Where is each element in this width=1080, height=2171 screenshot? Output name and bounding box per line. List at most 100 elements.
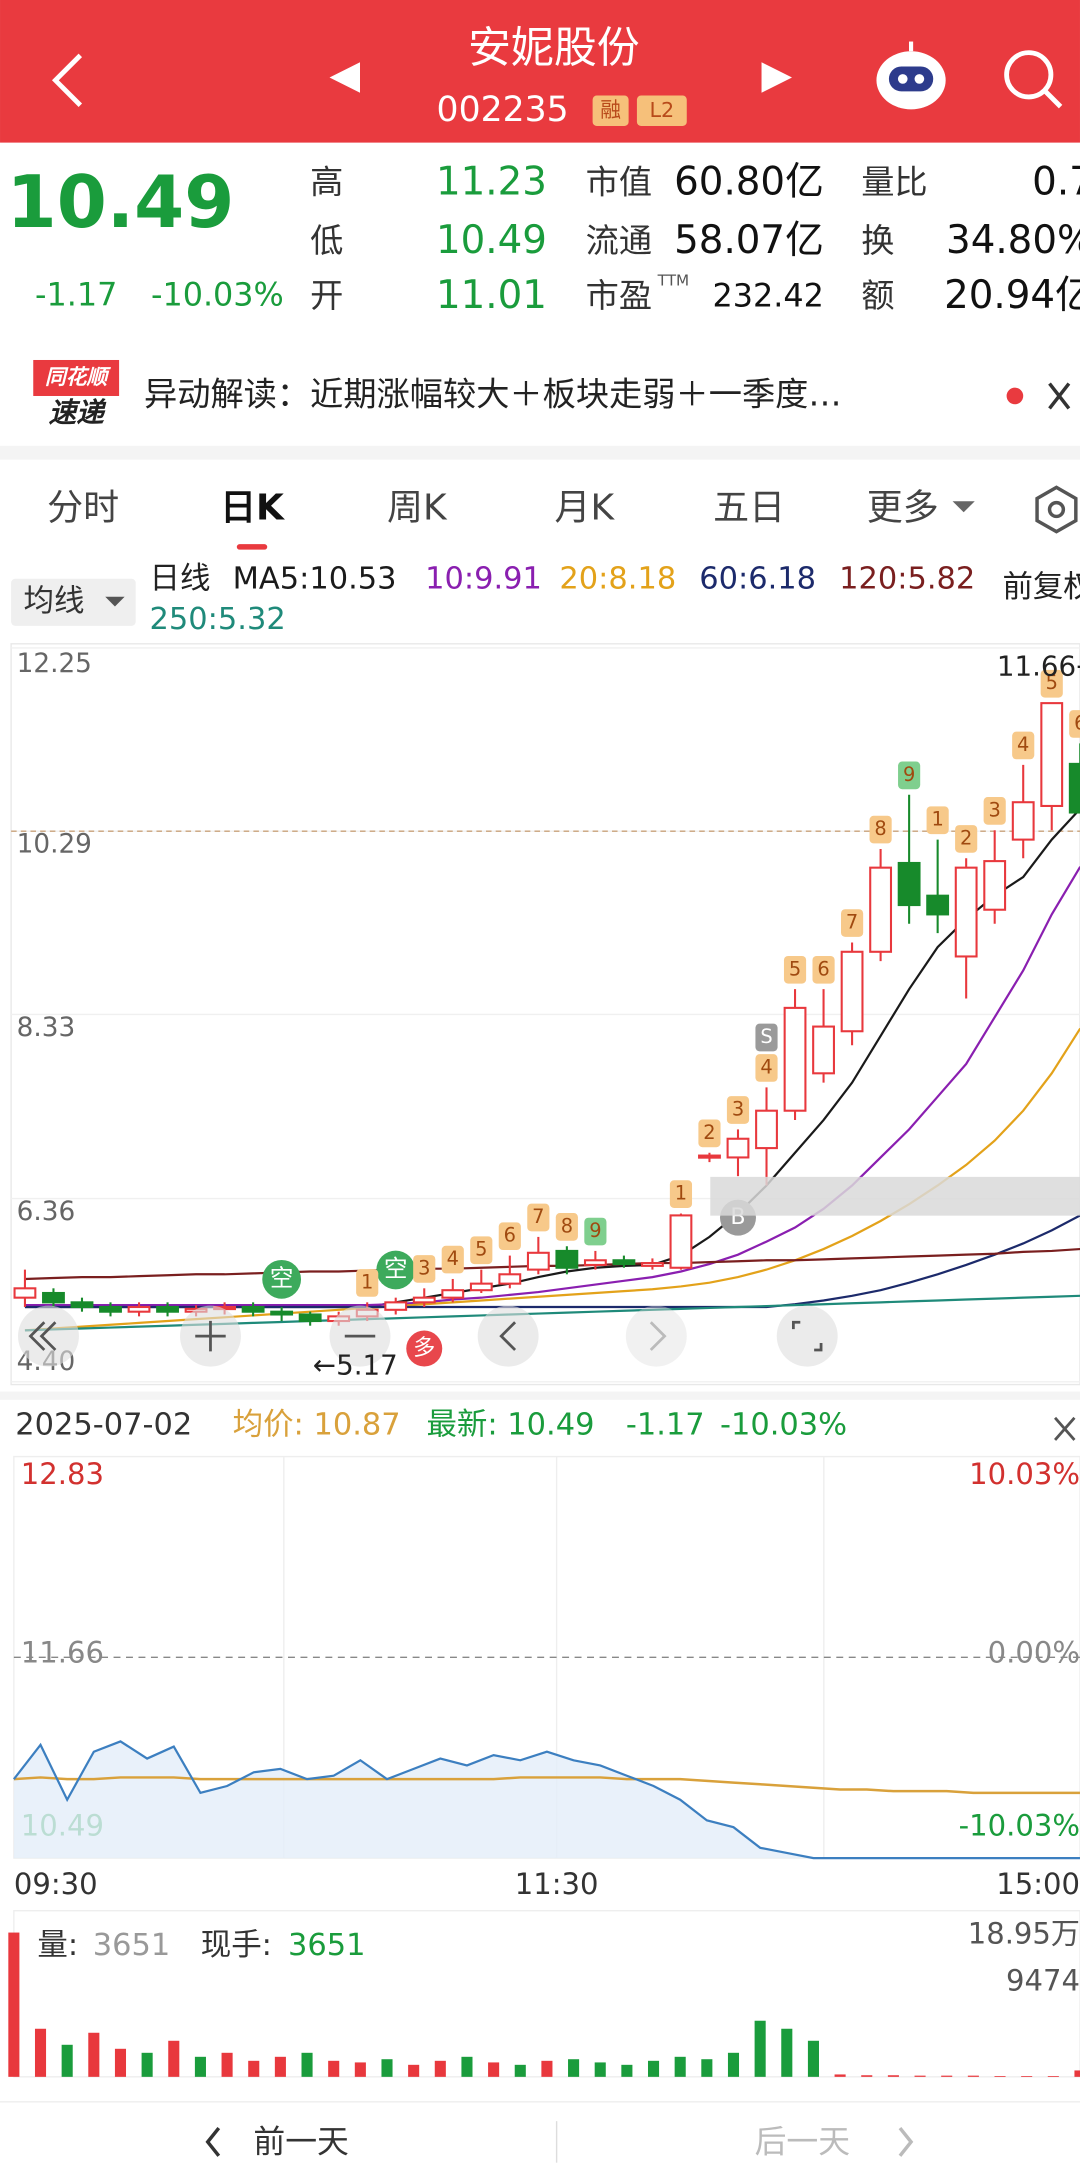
period-tab[interactable]: 周K [387, 488, 448, 529]
signal-tag [470, 1236, 493, 1265]
news-bg [0, 346, 1080, 444]
robot-eye [914, 74, 925, 84]
signal-tag [441, 1245, 464, 1274]
volume-bar [647, 2060, 660, 2077]
period-tab[interactable]: 五日 [713, 488, 785, 529]
period-tab[interactable]: 日K [220, 488, 285, 529]
signal-tag [669, 1180, 693, 1208]
fullscreen[interactable] [776, 1305, 838, 1367]
candle-body [897, 861, 921, 907]
low-label: ←5.17 [313, 1349, 398, 1382]
signal-tag [1012, 731, 1035, 760]
ma-button[interactable] [11, 578, 136, 626]
candle-body [1040, 702, 1064, 807]
volume-bar [301, 2052, 313, 2077]
signal-tag-text: 7 [846, 911, 858, 934]
signal-tag-text: S [760, 1025, 772, 1048]
volume-bar [967, 2075, 979, 2077]
prev-day[interactable]: 前一天 [205, 2122, 349, 2160]
candle-body [42, 1291, 65, 1304]
news-bar[interactable]: 同花顺 速递 异动解读：近期涨幅较大＋板块走弱＋一季度… [0, 346, 1080, 444]
badge-bg [636, 95, 687, 126]
signal-tag [983, 797, 1006, 825]
volume-bar [1074, 2070, 1080, 2077]
ma-legend-entry: 20:8.18 [559, 562, 676, 597]
close-intraday[interactable] [1054, 1416, 1076, 1441]
volume-bar [994, 2076, 1006, 2077]
zoom-out-all[interactable] [18, 1305, 79, 1367]
y-tick-label: 12.25 [17, 649, 92, 679]
stat-sup: TTM [657, 272, 689, 290]
stat-value: 10.49 [436, 218, 547, 263]
signal-tag-text: 空 [384, 1254, 408, 1282]
volume-bar [328, 2060, 340, 2077]
y-tick-label: 11.66 [21, 1636, 104, 1670]
ma-legend: MA5:10.53 10:9.91 20:8.18 60:6.18 120:5.82 25… [150, 562, 976, 637]
candle-body [954, 866, 978, 958]
volume-bar [914, 2075, 926, 2077]
volume-bar [88, 2032, 100, 2077]
stat-label: 市盈 [586, 276, 652, 315]
prev-stock[interactable] [329, 62, 361, 93]
signal-tag [698, 1119, 721, 1148]
volume-bar [834, 2074, 846, 2077]
icon [898, 2126, 914, 2157]
volume-bar [807, 2040, 819, 2077]
ma-line [24, 808, 1080, 1309]
volume-bar [248, 2060, 260, 2077]
signal-tag-text: 1 [931, 808, 943, 831]
candle-body [156, 1305, 179, 1313]
signal-tag [555, 1213, 578, 1241]
volume-chart [8, 1910, 1080, 2078]
signal-tag-text: 6 [1074, 711, 1080, 734]
signal-tag-text: 9 [903, 763, 915, 786]
kline-chart: 12.2510.298.336.364.40空空134567891234S567… [11, 647, 1080, 1383]
volume-bar [8, 1932, 20, 2077]
signal-tag-text: 5 [475, 1238, 487, 1261]
signal-tag-text: 2 [703, 1121, 715, 1144]
news-logo-text: 同花顺 [45, 365, 112, 389]
adjust-label[interactable]: 前复权 [1002, 570, 1080, 605]
signal-tag [755, 1023, 778, 1052]
signal-tag-text: 1 [675, 1182, 687, 1205]
search-button[interactable] [1004, 50, 1063, 109]
signal-tag [926, 806, 949, 835]
volume-label: 量: [37, 1928, 78, 1963]
price-area [13, 1741, 1080, 1859]
candle-body [298, 1313, 322, 1323]
ma-legend-entry: 60:6.18 [699, 562, 816, 597]
signal-tag [262, 1259, 302, 1299]
volume-bar [514, 2064, 526, 2077]
next-stock[interactable] [761, 62, 792, 93]
volume-bar [621, 2064, 633, 2077]
period-tab[interactable]: 更多 [867, 488, 939, 529]
volume-bar [61, 2044, 73, 2077]
volume-bar [354, 2062, 366, 2077]
signal-tag [812, 955, 835, 984]
assistant-icon[interactable] [876, 41, 946, 110]
signal-tag-text: 3 [418, 1256, 430, 1279]
period-tab[interactable]: 分时 [47, 488, 119, 529]
signal-tag [898, 761, 921, 790]
close-news[interactable] [1048, 382, 1071, 410]
period-tab[interactable]: 月K [555, 488, 616, 529]
signal-tag-text: 5 [1046, 671, 1058, 694]
signal-tag-text: 多 [413, 1335, 435, 1361]
candle-body [412, 1296, 436, 1304]
stat-value: 34.80% [946, 218, 1080, 263]
icon [195, 1320, 226, 1352]
robot-eye [897, 74, 908, 84]
search-circle [1004, 50, 1054, 100]
candle-body [755, 1109, 778, 1150]
scroll-left[interactable] [477, 1305, 539, 1367]
next-day[interactable]: 后一天 [755, 2122, 914, 2160]
candle-body [926, 894, 950, 916]
volume-bar [488, 2062, 500, 2077]
settings-icon[interactable] [1035, 485, 1078, 534]
back-button[interactable] [51, 53, 83, 107]
stat-label: 换 [861, 221, 894, 260]
volume-bar [1047, 2076, 1059, 2077]
scroll-right[interactable] [625, 1305, 687, 1367]
intraday-last: 最新: 10.49 [426, 1408, 594, 1443]
ma-legend-entry: MA5:10.53 [233, 562, 397, 597]
